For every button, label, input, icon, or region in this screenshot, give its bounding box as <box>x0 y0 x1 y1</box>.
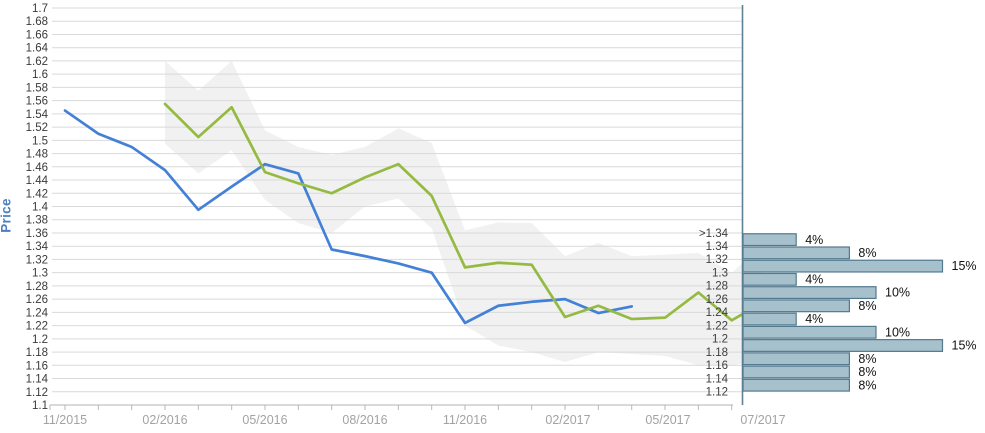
y-tick-label: 1.48 <box>26 149 48 161</box>
histogram-pct-label: 8% <box>858 246 876 260</box>
y-tick-label: 1.42 <box>26 188 48 200</box>
histogram-pct-label: 8% <box>858 352 876 366</box>
y-tick-label: 1.16 <box>26 360 48 372</box>
histogram-bin-label: 1.18 <box>706 347 728 359</box>
x-tick-label: 11/2016 <box>443 413 487 427</box>
y-tick-label: 1.1 <box>32 400 48 412</box>
histogram-pct-label: 4% <box>805 272 823 286</box>
y-tick-label: 1.34 <box>26 241 49 253</box>
x-tick-label: 11/2015 <box>43 413 87 427</box>
y-tick-label: 1.68 <box>26 16 48 28</box>
histogram-pct-label: 15% <box>952 339 977 353</box>
y-tick-label: 1.36 <box>26 228 48 240</box>
y-tick-label: 1.3 <box>32 268 48 280</box>
histogram-bin-label: 1.32 <box>706 254 728 266</box>
y-tick-label: 1.58 <box>26 82 48 94</box>
histogram-bin-label: 1.26 <box>706 294 728 306</box>
x-tick-label: 05/2017 <box>645 413 690 427</box>
histogram-bin-label: 1.16 <box>706 360 728 372</box>
histogram-bar <box>742 299 851 313</box>
confidence-band <box>165 60 762 366</box>
x-tick-label: 07/2017 <box>740 413 785 427</box>
histogram-bin-label: 1.2 <box>712 334 728 346</box>
x-tick-label: 05/2016 <box>242 413 287 427</box>
histogram-bar <box>742 339 944 352</box>
histogram-pct-label: 10% <box>885 325 910 339</box>
x-tick-label: 08/2016 <box>342 413 387 427</box>
y-tick-label: 1.28 <box>26 281 48 293</box>
y-tick-label: 1.4 <box>32 201 49 213</box>
histogram-bin-label: 1.12 <box>706 387 728 399</box>
y-tick-label: 1.32 <box>26 254 48 266</box>
histogram-bar <box>742 259 944 273</box>
histogram-bin-label: 1.28 <box>706 281 728 293</box>
y-tick-label: 1.38 <box>26 215 48 227</box>
histogram-pct-label: 15% <box>952 259 977 273</box>
y-tick-label: 1.24 <box>26 307 49 319</box>
y-tick-label: 1.52 <box>26 122 48 134</box>
y-tick-label: 1.54 <box>26 109 49 121</box>
histogram-bar <box>742 365 851 379</box>
y-tick-label: 1.12 <box>26 387 48 399</box>
histogram-bin-label: 1.3 <box>712 267 728 279</box>
y-axis-title: Price <box>0 198 14 233</box>
histogram-pct-label: 10% <box>885 286 910 300</box>
historical-price-line <box>63 109 634 325</box>
histogram-bin-label: 1.34 <box>706 241 729 253</box>
y-tick-label: 1.56 <box>26 96 48 108</box>
histogram-bin-label: 1.14 <box>706 373 729 385</box>
histogram-pct-label: 4% <box>805 312 823 326</box>
histogram-bin-label: 1.22 <box>706 320 728 332</box>
histogram-pct-label: 4% <box>805 233 823 247</box>
y-tick-label: 1.64 <box>26 43 49 55</box>
y-tick-label: 1.5 <box>32 135 48 147</box>
y-tick-label: 1.46 <box>26 162 48 174</box>
histogram-bar <box>742 325 877 339</box>
histogram-bin-label: 1.24 <box>706 307 729 319</box>
histogram-bar <box>742 272 797 286</box>
y-tick-label: 1.66 <box>26 29 48 41</box>
histogram-bar <box>742 378 851 392</box>
forecast-price-line <box>163 102 744 322</box>
histogram-bar <box>742 286 877 300</box>
histogram-bar <box>742 312 797 326</box>
histogram-bar <box>742 246 851 260</box>
y-tick-label: 1.7 <box>32 3 48 15</box>
histogram-pct-label: 8% <box>858 378 876 392</box>
x-tick-label: 02/2017 <box>545 413 590 427</box>
histogram-pct-label: 8% <box>858 365 876 379</box>
histogram-pct-label: 8% <box>858 299 876 313</box>
histogram-bin-label: >1.34 <box>699 228 729 240</box>
histogram-bar <box>742 352 851 366</box>
x-tick-label: 02/2016 <box>142 413 187 427</box>
y-tick-label: 1.62 <box>26 56 48 68</box>
histogram-bar <box>742 233 797 247</box>
y-tick-label: 1.2 <box>32 334 48 346</box>
y-tick-label: 1.18 <box>26 347 48 359</box>
y-tick-label: 1.44 <box>26 175 49 187</box>
y-tick-label: 1.22 <box>26 321 48 333</box>
y-tick-label: 1.26 <box>26 294 48 306</box>
y-tick-label: 1.6 <box>32 69 48 81</box>
y-tick-label: 1.14 <box>26 374 49 386</box>
